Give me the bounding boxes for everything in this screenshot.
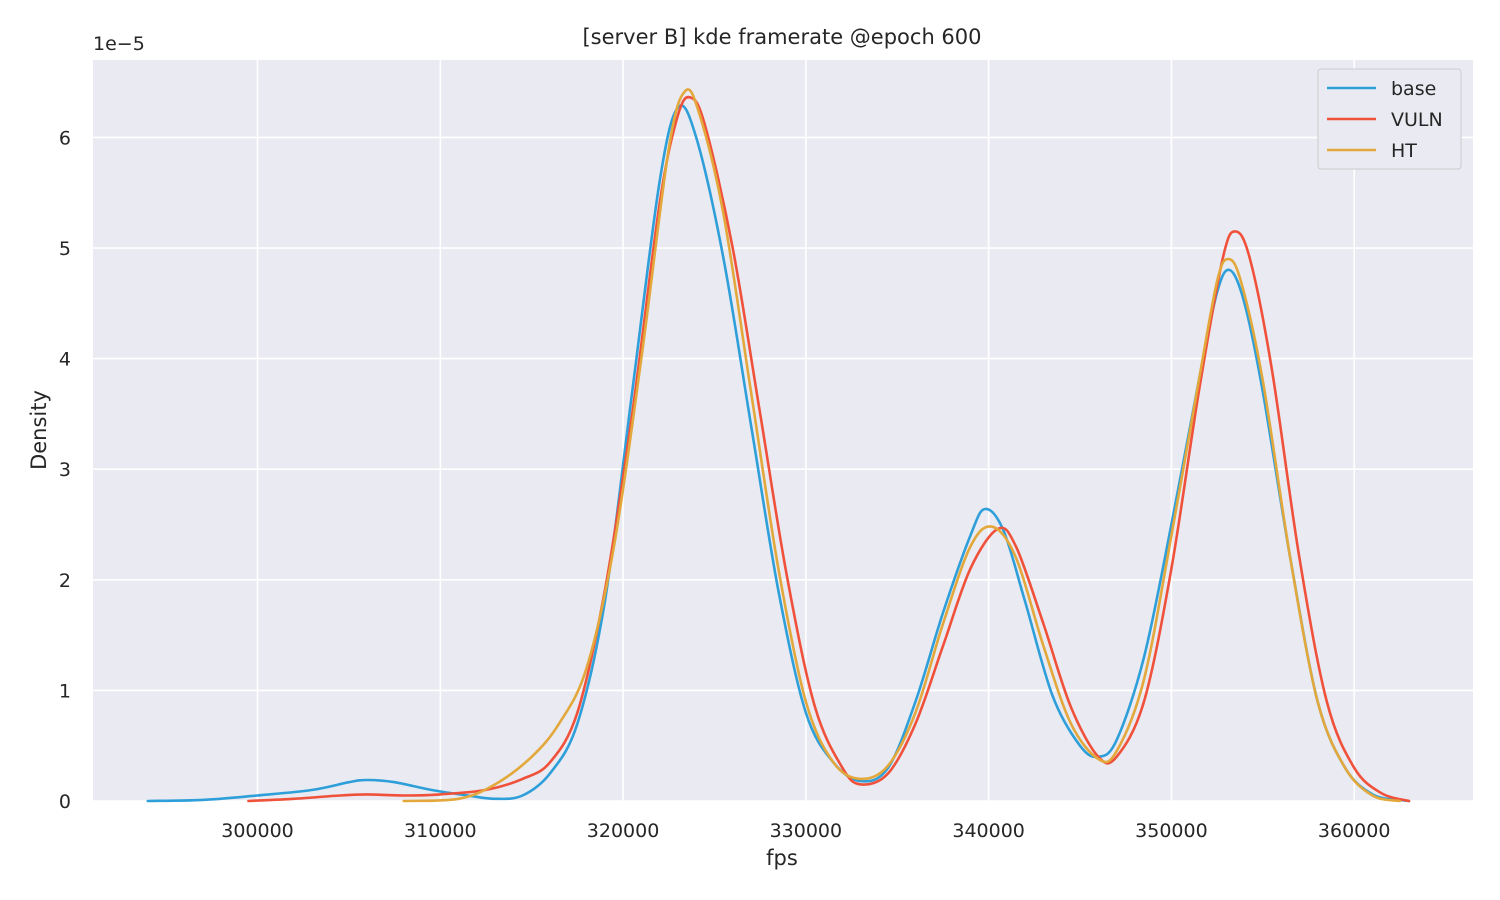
legend-label-ht: HT [1391, 140, 1417, 162]
legend-label-base: base [1391, 78, 1436, 100]
x-tick-label: 340000 [952, 820, 1025, 842]
legend-box [1317, 68, 1462, 170]
chart-title: [server B] kde framerate @epoch 600 [582, 25, 981, 49]
series-line-ht [402, 88, 1402, 803]
y-scale-label: 1e−5 [93, 33, 145, 55]
y-tick-label: 6 [59, 127, 71, 149]
series-line-base [146, 104, 1411, 803]
x-tick-label: 320000 [587, 820, 660, 842]
plot-area [93, 60, 1473, 801]
legend: base VULN HT [1317, 68, 1462, 170]
x-tick-label: 300000 [221, 820, 294, 842]
series-line-vuln [247, 95, 1411, 803]
y-tick-label: 0 [59, 791, 71, 813]
x-axis-ticks: 300000 310000 320000 330000 340000 350000 3600… [221, 820, 1390, 842]
grid-lines [93, 60, 1473, 802]
y-tick-label: 4 [59, 349, 71, 371]
y-axis-label: Density [27, 390, 51, 470]
y-axis-ticks: 0 1 2 3 4 5 6 [59, 127, 71, 813]
x-tick-label: 360000 [1318, 820, 1391, 842]
y-tick-label: 3 [59, 459, 71, 481]
x-tick-label: 350000 [1135, 820, 1208, 842]
legend-label-vuln: VULN [1391, 109, 1443, 131]
x-tick-label: 330000 [770, 820, 843, 842]
y-tick-label: 1 [59, 680, 71, 702]
x-tick-label: 310000 [404, 820, 477, 842]
x-axis-label: fps [766, 846, 798, 870]
y-tick-label: 5 [59, 238, 71, 260]
series-curves [146, 88, 1411, 803]
y-tick-label: 2 [59, 570, 71, 592]
